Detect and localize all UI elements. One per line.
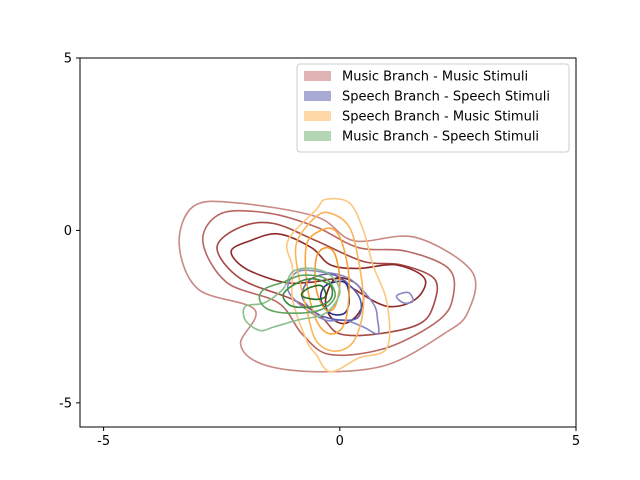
legend-label-2: Speech Branch - Speech Stimuli	[342, 90, 550, 105]
series-4-contour-level-3	[282, 277, 334, 309]
legend-label-4: Music Branch - Speech Stimuli	[342, 130, 539, 145]
legend: Music Branch - Music Stimuli Speech Branc…	[296, 63, 570, 153]
legend-label-1: Music Branch - Music Stimuli	[342, 70, 528, 85]
series-4-contour-level-1	[242, 267, 341, 332]
legend-box	[296, 63, 570, 153]
series-2-contour-level-2	[301, 273, 363, 322]
series-3-contour-level-3	[304, 227, 351, 335]
contour-layer	[178, 197, 477, 373]
x-tick-label-1: -5	[97, 434, 110, 449]
legend-swatch-3	[304, 111, 331, 121]
series-1-contour-level-1	[178, 200, 477, 373]
series-4-contours	[242, 267, 341, 332]
y-tick-label-2: 0	[64, 224, 72, 239]
series-4-contour-level-2	[258, 274, 336, 314]
legend-label-3: Speech Branch - Music Stimuli	[342, 110, 539, 125]
series-1-contour-level-3	[216, 221, 439, 337]
series-4-contour-level-4	[300, 284, 327, 301]
legend-swatch-2	[304, 91, 331, 101]
y-axis: 5 0 -5	[59, 52, 80, 411]
plot-frame	[79, 57, 577, 428]
y-tick-label-3: -5	[59, 396, 72, 411]
series-1-contours	[178, 200, 477, 373]
series-1-contour-level-2	[201, 209, 456, 357]
series-3-contour-level-1	[285, 197, 391, 373]
legend-swatch-4	[304, 131, 331, 141]
x-tick-label-2: 0	[336, 434, 344, 449]
x-axis: -5 0 5	[97, 427, 580, 449]
x-tick-label-3: 5	[572, 434, 580, 449]
series-2-contour-level-4	[395, 291, 414, 305]
y-tick-label-1: 5	[64, 52, 72, 67]
legend-swatch-1	[304, 71, 331, 81]
series-2-contour-level-1	[286, 269, 380, 335]
